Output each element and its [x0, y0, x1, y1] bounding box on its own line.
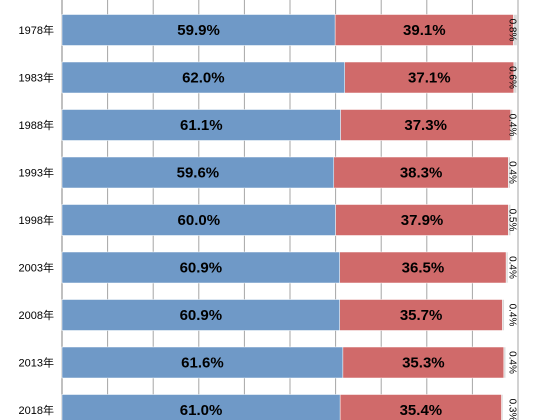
category-label: 2003年	[19, 261, 54, 275]
bar-segment	[505, 251, 509, 284]
bar-segment	[333, 156, 509, 189]
data-label: 0.4%	[506, 304, 517, 327]
data-label: 35.4%	[400, 402, 443, 419]
data-label: 35.3%	[402, 355, 445, 372]
data-label: 60.9%	[180, 260, 223, 277]
bar-segment	[501, 394, 504, 420]
data-label: 61.1%	[180, 117, 223, 134]
bar-segment	[61, 14, 336, 46]
category-label: 1978年	[19, 23, 54, 37]
data-label: 0.4%	[506, 161, 517, 184]
category-label: 2013年	[19, 356, 54, 370]
bar-segment	[503, 346, 506, 379]
data-label: 36.5%	[402, 260, 445, 277]
category-label: 2008年	[19, 308, 54, 322]
bar-segment	[61, 394, 341, 420]
data-label: 38.3%	[400, 165, 443, 182]
data-label: 61.6%	[181, 355, 224, 372]
data-label: 35.7%	[400, 307, 443, 324]
category-label: 1983年	[19, 71, 54, 85]
data-label: 0.8%	[506, 19, 517, 42]
bar-segment	[513, 14, 518, 46]
data-label: 62.0%	[182, 70, 225, 87]
data-label: 37.1%	[408, 70, 451, 87]
bar-segment	[339, 394, 502, 420]
data-label: 39.1%	[403, 22, 446, 39]
data-label: 61.0%	[180, 402, 223, 419]
data-label: 0.4%	[506, 114, 517, 137]
bar-segment	[510, 109, 513, 141]
category-label: 1988年	[19, 118, 54, 132]
bar-segment	[344, 61, 515, 94]
category-label: 1993年	[19, 166, 54, 180]
data-label: 60.0%	[178, 212, 221, 229]
data-label: 59.9%	[177, 22, 220, 39]
data-label: 60.9%	[180, 307, 223, 324]
bar-segment	[513, 61, 517, 94]
category-label: 1998年	[19, 213, 54, 227]
bar-segment	[502, 299, 505, 331]
data-label: 0.4%	[506, 351, 517, 374]
data-label: 59.6%	[177, 165, 220, 182]
data-label: 0.5%	[506, 209, 517, 232]
data-label: 0.3%	[506, 399, 517, 420]
data-label: 0.4%	[506, 256, 517, 279]
bar-segment	[61, 109, 341, 141]
data-label: 37.9%	[401, 212, 444, 229]
category-label: 2018年	[19, 403, 54, 417]
bar-segment	[339, 299, 503, 331]
bar-segment	[61, 204, 336, 236]
bar-segment	[61, 156, 335, 189]
bar-segment	[61, 299, 340, 331]
bar-segment	[61, 346, 344, 379]
bar-segment	[508, 204, 511, 236]
bar-segment	[335, 204, 509, 236]
bar-segment	[342, 346, 505, 379]
bar-segment	[508, 156, 511, 189]
bar-segment	[340, 109, 511, 141]
data-label: 0.6%	[506, 66, 517, 89]
data-label: 37.3%	[404, 117, 447, 134]
